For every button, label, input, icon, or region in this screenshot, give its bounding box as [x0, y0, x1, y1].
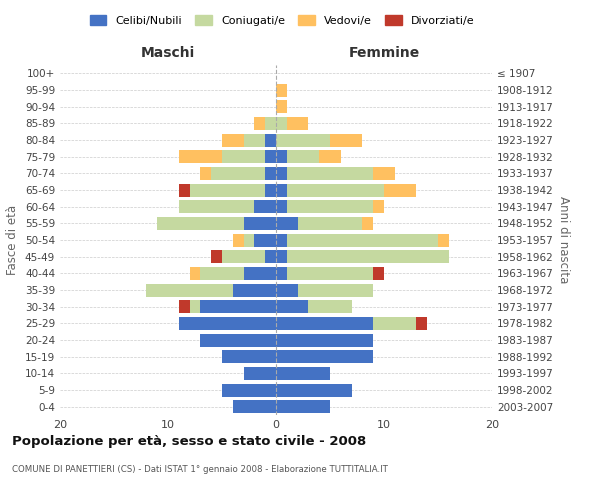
- Bar: [362, 217, 373, 230]
- Bar: [157, 217, 244, 230]
- Bar: [276, 267, 287, 280]
- Bar: [179, 200, 254, 213]
- Bar: [190, 267, 200, 280]
- Bar: [276, 384, 352, 396]
- Bar: [244, 134, 265, 146]
- Bar: [287, 267, 373, 280]
- Bar: [179, 300, 190, 313]
- Bar: [179, 317, 276, 330]
- Bar: [211, 167, 265, 180]
- Bar: [222, 384, 276, 396]
- Bar: [276, 234, 287, 246]
- Y-axis label: Anni di nascita: Anni di nascita: [557, 196, 570, 284]
- Bar: [200, 334, 276, 346]
- Bar: [190, 184, 265, 196]
- Bar: [179, 184, 190, 196]
- Text: COMUNE DI PANETTIERI (CS) - Dati ISTAT 1° gennaio 2008 - Elaborazione TUTTITALIA: COMUNE DI PANETTIERI (CS) - Dati ISTAT 1…: [12, 465, 388, 474]
- Bar: [384, 184, 416, 196]
- Bar: [373, 267, 384, 280]
- Bar: [254, 234, 276, 246]
- Bar: [373, 200, 384, 213]
- Bar: [276, 367, 330, 380]
- Bar: [233, 400, 276, 413]
- Bar: [265, 150, 276, 163]
- Bar: [373, 317, 416, 330]
- Bar: [265, 134, 276, 146]
- Bar: [265, 250, 276, 263]
- Bar: [287, 150, 319, 163]
- Bar: [254, 200, 276, 213]
- Bar: [276, 284, 298, 296]
- Y-axis label: Fasce di età: Fasce di età: [7, 205, 19, 275]
- Bar: [287, 117, 308, 130]
- Bar: [179, 150, 222, 163]
- Bar: [244, 367, 276, 380]
- Bar: [146, 284, 233, 296]
- Bar: [233, 234, 244, 246]
- Bar: [287, 250, 449, 263]
- Bar: [287, 200, 373, 213]
- Bar: [200, 167, 211, 180]
- Bar: [265, 184, 276, 196]
- Bar: [244, 267, 276, 280]
- Bar: [319, 150, 341, 163]
- Bar: [276, 217, 298, 230]
- Bar: [287, 184, 384, 196]
- Bar: [276, 150, 287, 163]
- Bar: [416, 317, 427, 330]
- Bar: [190, 300, 200, 313]
- Bar: [222, 134, 244, 146]
- Text: Maschi: Maschi: [141, 46, 195, 60]
- Bar: [276, 184, 287, 196]
- Bar: [244, 234, 254, 246]
- Bar: [244, 217, 276, 230]
- Bar: [265, 167, 276, 180]
- Bar: [222, 250, 265, 263]
- Bar: [200, 267, 244, 280]
- Bar: [276, 250, 287, 263]
- Bar: [276, 300, 308, 313]
- Text: Popolazione per età, sesso e stato civile - 2008: Popolazione per età, sesso e stato civil…: [12, 435, 366, 448]
- Bar: [276, 200, 287, 213]
- Bar: [265, 117, 276, 130]
- Bar: [276, 167, 287, 180]
- Bar: [276, 400, 330, 413]
- Bar: [233, 284, 276, 296]
- Bar: [222, 350, 276, 363]
- Bar: [276, 100, 287, 113]
- Bar: [287, 167, 373, 180]
- Bar: [308, 300, 352, 313]
- Bar: [276, 117, 287, 130]
- Bar: [298, 217, 362, 230]
- Bar: [276, 84, 287, 96]
- Bar: [287, 234, 438, 246]
- Bar: [373, 167, 395, 180]
- Bar: [276, 350, 373, 363]
- Text: Femmine: Femmine: [349, 46, 419, 60]
- Bar: [438, 234, 449, 246]
- Bar: [276, 317, 373, 330]
- Bar: [200, 300, 276, 313]
- Bar: [222, 150, 265, 163]
- Bar: [276, 334, 373, 346]
- Bar: [276, 134, 330, 146]
- Bar: [254, 117, 265, 130]
- Bar: [211, 250, 222, 263]
- Legend: Celibi/Nubili, Coniugati/e, Vedovi/e, Divorziati/e: Celibi/Nubili, Coniugati/e, Vedovi/e, Di…: [85, 10, 479, 30]
- Bar: [298, 284, 373, 296]
- Bar: [330, 134, 362, 146]
